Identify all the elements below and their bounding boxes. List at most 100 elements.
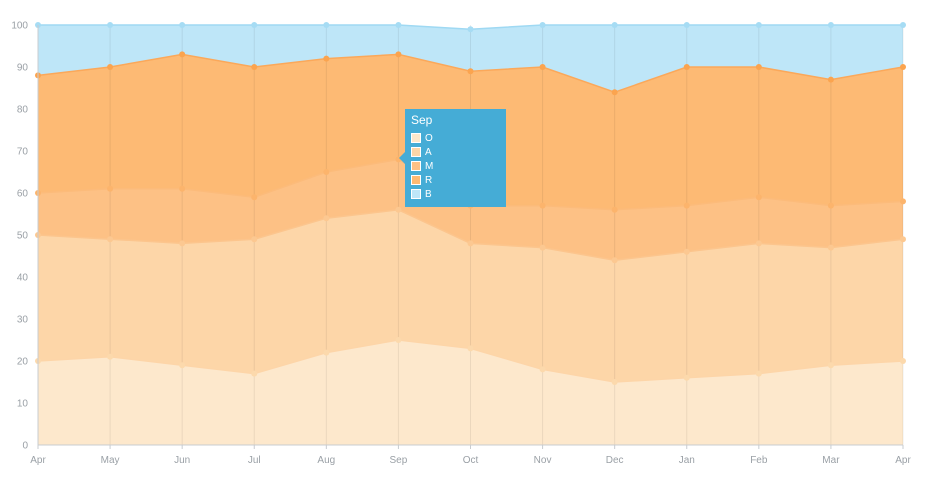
point-a-2 — [179, 240, 186, 247]
tooltip-swatch-o — [411, 133, 421, 143]
point-b-10 — [755, 22, 762, 28]
point-r-10 — [755, 64, 762, 70]
tooltip-row-b: B — [411, 187, 500, 201]
point-b-3 — [251, 22, 258, 28]
point-b-8 — [611, 22, 618, 28]
x-tick-label-11: Mar — [822, 455, 840, 466]
point-r-11 — [827, 76, 834, 83]
point-o-10 — [755, 370, 762, 377]
point-o-5 — [395, 337, 402, 343]
point-o-4 — [323, 349, 330, 356]
y-tick-label-10: 10 — [17, 399, 29, 410]
point-r-1 — [107, 64, 114, 70]
x-tick-label-3: Jul — [248, 455, 261, 466]
x-tick-label-9: Jan — [679, 455, 695, 466]
area-series-m — [38, 159, 903, 261]
point-m-8 — [611, 206, 618, 213]
point-b-12 — [900, 22, 906, 28]
axes-layer: 0 10 20 30 40 50 60 70 80 90 100 Apr May Jun Jul Aug Sep… — [11, 21, 911, 467]
point-a-9 — [683, 248, 690, 255]
point-o-2 — [179, 362, 186, 369]
area-series-o — [38, 340, 903, 445]
y-tick-label-0: 0 — [22, 441, 28, 452]
point-o-3 — [251, 370, 258, 377]
x-tick-label-1: May — [101, 455, 120, 466]
point-a-1 — [107, 236, 114, 243]
point-b-7 — [539, 22, 546, 28]
point-b-4 — [323, 22, 330, 28]
tooltip-row-a: A — [411, 145, 500, 159]
point-m-12 — [900, 198, 906, 205]
point-a-12 — [900, 236, 906, 243]
x-tick-label-5: Sep — [390, 455, 408, 466]
tooltip-arrow — [399, 152, 405, 164]
point-r-4 — [323, 55, 330, 62]
point-r-2 — [179, 51, 186, 58]
y-tick-label-90: 90 — [17, 63, 29, 74]
y-tick-label-100: 100 — [11, 21, 28, 32]
tooltip-swatch-m — [411, 161, 421, 171]
point-o-6 — [467, 345, 474, 352]
point-o-12 — [900, 358, 906, 364]
x-tick-label-12: Apr — [895, 455, 911, 466]
point-a-11 — [827, 244, 834, 251]
y-tick-label-20: 20 — [17, 357, 29, 368]
point-o-8 — [611, 379, 618, 385]
area-series-b — [38, 25, 903, 93]
tooltip-title: Sep — [411, 113, 433, 127]
y-tick-label-60: 60 — [17, 189, 29, 200]
point-r-9 — [683, 64, 690, 70]
point-b-1 — [107, 22, 114, 28]
point-a-8 — [611, 257, 618, 264]
tooltip-label-r: R — [425, 174, 433, 186]
tooltip-swatch-b — [411, 189, 421, 199]
point-o-7 — [539, 366, 546, 373]
point-a-6 — [467, 240, 474, 247]
point-m-2 — [179, 185, 186, 192]
point-m-7 — [539, 202, 546, 209]
point-r-6 — [467, 68, 474, 75]
tooltip-row-o: O — [411, 131, 500, 145]
point-m-3 — [251, 194, 258, 201]
x-tick-label-7: Nov — [534, 455, 552, 466]
x-tick-label-2: Jun — [174, 455, 190, 466]
points-layer — [35, 22, 906, 385]
tooltip-label-m: M — [425, 160, 434, 172]
x-tick-label-10: Feb — [750, 455, 768, 466]
point-a-4 — [323, 215, 330, 222]
point-r-3 — [251, 64, 258, 70]
point-r-8 — [611, 89, 618, 96]
point-m-9 — [683, 202, 690, 209]
y-tick-label-40: 40 — [17, 273, 29, 284]
point-o-9 — [683, 374, 690, 381]
y-tick-label-50: 50 — [17, 231, 29, 242]
point-a-3 — [251, 236, 258, 243]
point-a-7 — [539, 244, 546, 251]
tooltip-label-b: B — [425, 188, 432, 200]
point-r-5 — [395, 51, 402, 58]
point-b-6 — [467, 26, 474, 33]
y-tick-label-80: 80 — [17, 105, 29, 116]
point-o-1 — [107, 353, 114, 360]
tooltip-row-m: M — [411, 159, 500, 173]
point-m-11 — [827, 202, 834, 209]
point-a-10 — [755, 240, 762, 247]
point-o-11 — [827, 362, 834, 369]
tooltip-swatch-a — [411, 147, 421, 157]
tooltip-row-r: R — [411, 173, 500, 187]
x-tick-label-4: Aug — [317, 455, 335, 466]
point-m-4 — [323, 169, 330, 175]
tooltip-label-a: A — [425, 146, 432, 158]
tooltip: Sep O A M R B — [399, 109, 506, 207]
point-b-11 — [827, 22, 834, 28]
x-tick-label-8: Dec — [606, 455, 624, 466]
x-tick-label-0: Apr — [30, 455, 46, 466]
point-b-2 — [179, 22, 186, 28]
point-a-5 — [395, 206, 402, 213]
point-m-1 — [107, 185, 114, 192]
x-tick-label-6: Oct — [463, 455, 479, 466]
point-r-12 — [900, 64, 906, 70]
tooltip-swatch-r — [411, 175, 421, 185]
point-b-5 — [395, 22, 402, 28]
